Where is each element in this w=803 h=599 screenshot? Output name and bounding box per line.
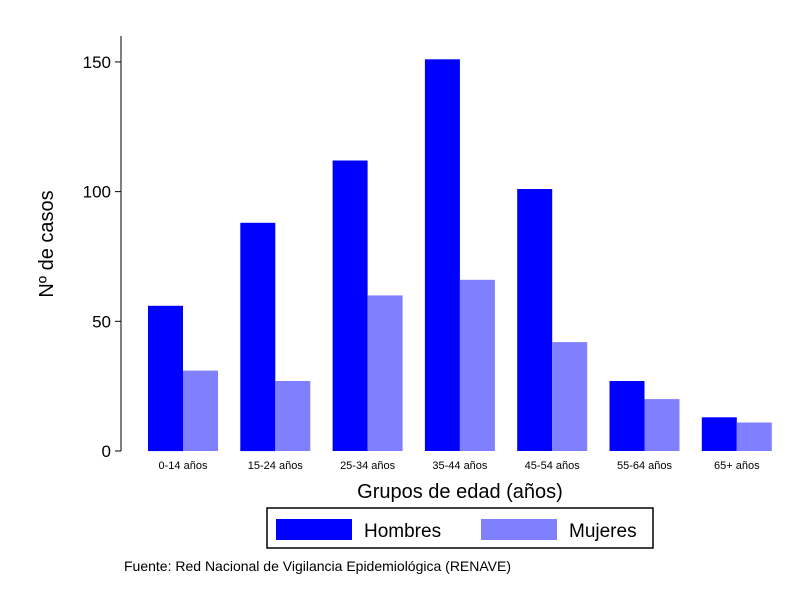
y-tick-label: 100 [83, 183, 111, 202]
bar-hombres-6 [701, 417, 737, 451]
bars-group [148, 59, 772, 452]
bar-hombres-0 [148, 305, 183, 452]
bar-mujeres-4 [552, 342, 588, 451]
x-axis-category-labels: 0-14 años 15-24 años 25-34 años 35-44 años 4… [159, 460, 761, 472]
y-axis-title: Nº de casos [36, 190, 58, 297]
bar-mujeres-5 [644, 399, 680, 451]
x-tick-label: 25-34 años [340, 460, 396, 472]
bar-mujeres-6 [736, 422, 772, 451]
legend: Hombres Mujeres [266, 507, 654, 549]
x-tick-label: 45-54 años [525, 460, 581, 472]
bar-mujeres-2 [367, 295, 403, 451]
y-tick-label: 150 [83, 53, 111, 72]
x-tick-label: 65+ años [714, 460, 760, 472]
y-tick-label: 50 [92, 312, 111, 331]
legend-label-hombres: Hombres [364, 521, 441, 542]
x-tick-label: 55-64 años [617, 460, 673, 472]
y-tick-label: 0 [102, 442, 111, 461]
bar-hombres-4 [517, 189, 553, 451]
bar-mujeres-1 [275, 381, 311, 451]
bar-hombres-1 [240, 222, 276, 452]
y-axis-ticks: 0 50 100 150 [83, 53, 121, 461]
x-tick-label: 0-14 años [159, 460, 208, 472]
bar-mujeres-3 [459, 279, 495, 451]
bar-mujeres-0 [183, 370, 218, 451]
legend-swatch-mujeres [481, 519, 557, 540]
bar-hombres-5 [609, 381, 645, 451]
legend-swatch-hombres [276, 519, 352, 540]
x-tick-label: 15-24 años [248, 460, 304, 472]
bar-hombres-3 [424, 59, 460, 452]
source-note: Fuente: Red Nacional de Vigilancia Epide… [124, 558, 511, 574]
legend-label-mujeres: Mujeres [569, 521, 637, 542]
x-axis-title: Grupos de edad (años) [357, 481, 563, 503]
legend-box [266, 507, 654, 549]
bar-hombres-2 [332, 160, 368, 451]
x-tick-label: 35-44 años [432, 460, 488, 472]
